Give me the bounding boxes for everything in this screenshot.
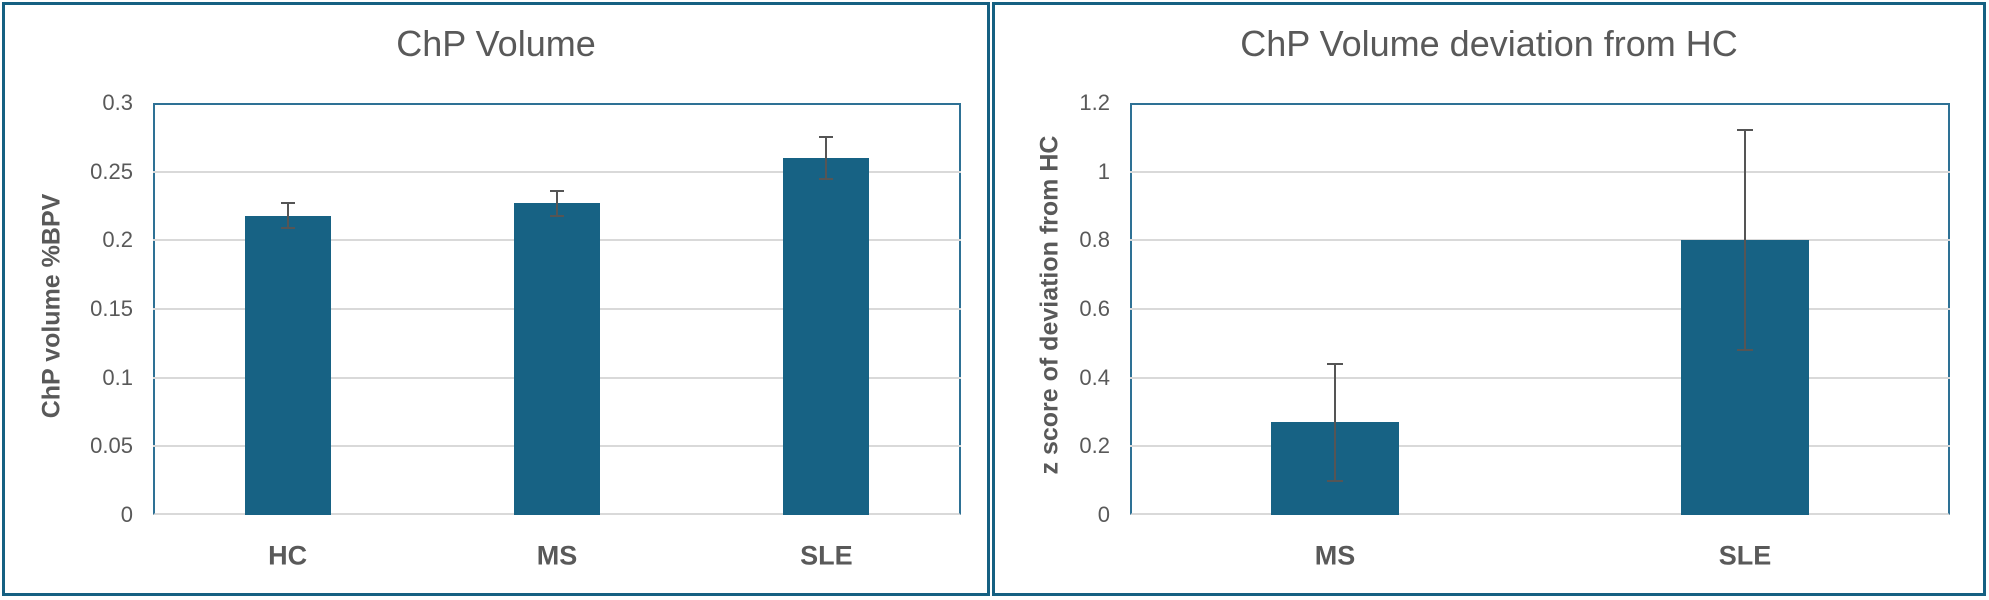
y-tick-label: 0.2 — [1079, 433, 1110, 459]
error-bar-cap-top — [1737, 129, 1753, 132]
y-tick-label: 0 — [1097, 502, 1110, 527]
y-tick-label: 0.25 — [90, 158, 133, 184]
bar-sle — [783, 157, 870, 515]
gridline — [1130, 445, 1950, 448]
error-bar-cap-top — [819, 136, 834, 139]
x-category-label: MS — [536, 540, 578, 571]
chart-title: ChP Volume — [396, 23, 596, 64]
x-category-label: SLE — [800, 540, 853, 571]
gridline — [1130, 308, 1950, 310]
error-bar — [1334, 363, 1336, 481]
y-tick-label: 0.05 — [90, 433, 133, 459]
x-category-label: SLE — [1718, 540, 1772, 571]
y-tick-label: 0.1 — [102, 364, 133, 390]
y-tick-label: 0.8 — [1079, 227, 1110, 253]
error-bar-cap-top — [1327, 362, 1343, 365]
error-bar-cap-bottom — [1327, 479, 1343, 482]
chart-title: ChP Volume deviation from HC — [1240, 23, 1738, 64]
y-tick-label: 0.15 — [90, 296, 133, 321]
y-tick-label: 1.2 — [1079, 90, 1110, 115]
chart-panel-chp-deviation — [992, 2, 1986, 596]
y-tick-label: 0.4 — [1079, 364, 1110, 390]
gridline — [1130, 376, 1950, 379]
error-bar — [556, 190, 558, 216]
error-bar-cap-top — [280, 202, 295, 205]
error-bar — [825, 137, 828, 179]
gridline — [153, 170, 961, 173]
x-category-label: MS — [1314, 540, 1356, 571]
error-bar-cap-bottom — [819, 177, 834, 180]
error-bar-cap-bottom — [280, 226, 295, 229]
error-bar — [1744, 130, 1746, 351]
y-tick-label: 0.2 — [102, 227, 133, 253]
x-category-label: HC — [268, 540, 308, 571]
y-tick-label: 0.3 — [102, 90, 133, 115]
gridline — [1130, 170, 1950, 173]
bar-ms — [514, 203, 600, 515]
y-tick-label: 1 — [1097, 158, 1110, 184]
error-bar-cap-bottom — [550, 214, 564, 217]
gridline — [1130, 239, 1950, 242]
error-bar-cap-bottom — [1737, 349, 1753, 352]
error-bar-cap-top — [550, 189, 564, 192]
bar-hc — [244, 215, 331, 515]
y-tick-label: 0.6 — [1079, 296, 1110, 321]
error-bar — [286, 203, 289, 228]
y-tick-label: 0 — [120, 502, 133, 527]
